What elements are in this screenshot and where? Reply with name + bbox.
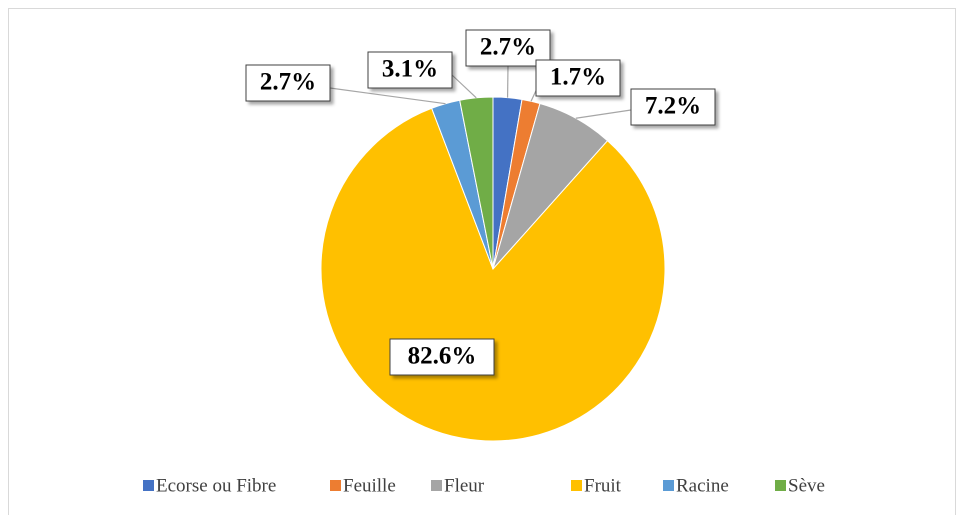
- data-label: 2.7%: [480, 34, 536, 61]
- legend-label: Feuille: [343, 475, 396, 496]
- legend-label: Fleur: [444, 475, 485, 496]
- legend-swatch: [775, 480, 786, 491]
- data-label: 7.2%: [645, 93, 701, 120]
- legend-label: Sève: [788, 475, 825, 496]
- label-box: [367, 51, 453, 89]
- data-label: 3.1%: [382, 56, 438, 83]
- label-box: [245, 64, 331, 102]
- label-box: [389, 338, 495, 376]
- legend-label: Ecorse ou Fibre: [156, 475, 276, 496]
- label-box: [535, 59, 621, 97]
- pie-slice: [459, 96, 494, 270]
- data-label: 1.7%: [550, 64, 606, 91]
- leader-line: [451, 74, 477, 99]
- legend-swatch: [571, 480, 582, 491]
- legend-swatch: [330, 480, 341, 491]
- legend-label: Racine: [676, 475, 729, 496]
- legend-swatch: [431, 480, 442, 491]
- data-label: 2.7%: [260, 69, 316, 96]
- data-label: 82.6%: [408, 343, 477, 370]
- legend-label: Fruit: [584, 475, 622, 496]
- legend-swatch: [143, 480, 154, 491]
- leader-line: [575, 109, 632, 119]
- leader-line: [329, 87, 446, 105]
- legend-swatch: [663, 480, 674, 491]
- label-box: [630, 88, 716, 126]
